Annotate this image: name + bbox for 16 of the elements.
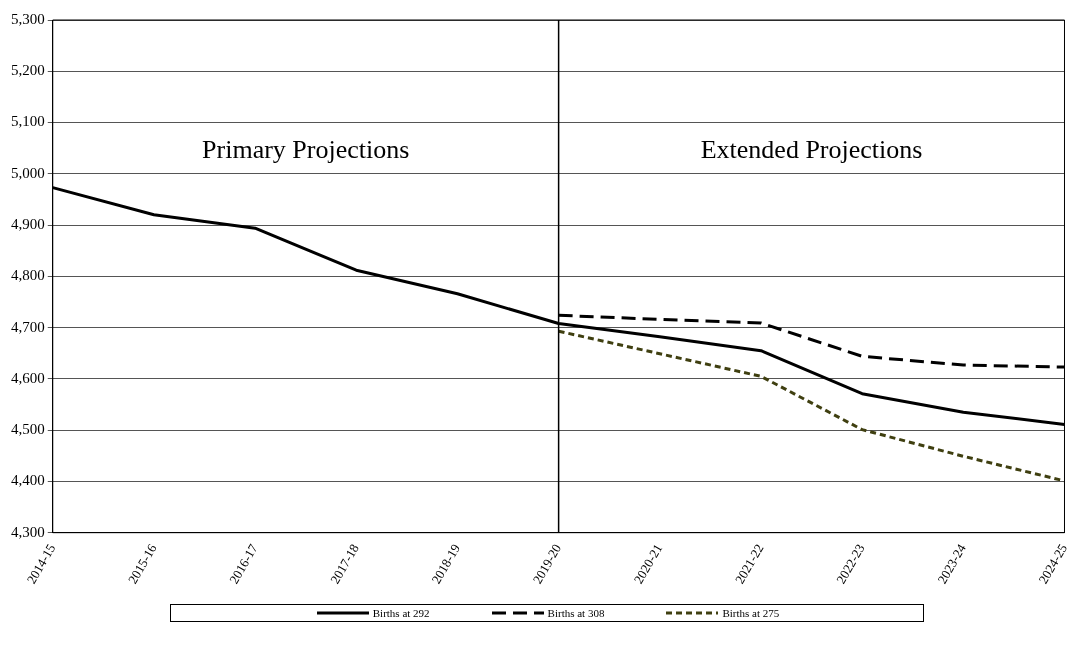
y-tick-label: 4,300 <box>11 523 45 540</box>
legend-label: Births at 292 <box>372 607 430 619</box>
y-tick-label: 5,100 <box>11 113 45 130</box>
y-tick-label: 5,000 <box>11 164 45 181</box>
annotation: Extended Projections <box>700 134 923 164</box>
legend-label: Births at 275 <box>722 607 780 619</box>
y-tick-label: 4,600 <box>11 369 45 386</box>
y-tick-label: 4,800 <box>11 267 45 284</box>
y-tick-label: 4,400 <box>11 472 45 489</box>
y-tick-label: 5,300 <box>11 10 45 27</box>
legend-label: Births at 308 <box>547 607 605 619</box>
annotation: Primary Projections <box>202 134 410 164</box>
y-tick-label: 4,900 <box>11 216 45 233</box>
y-tick-label: 4,700 <box>11 318 45 335</box>
y-tick-label: 5,200 <box>11 62 45 79</box>
y-tick-label: 4,500 <box>11 421 45 438</box>
